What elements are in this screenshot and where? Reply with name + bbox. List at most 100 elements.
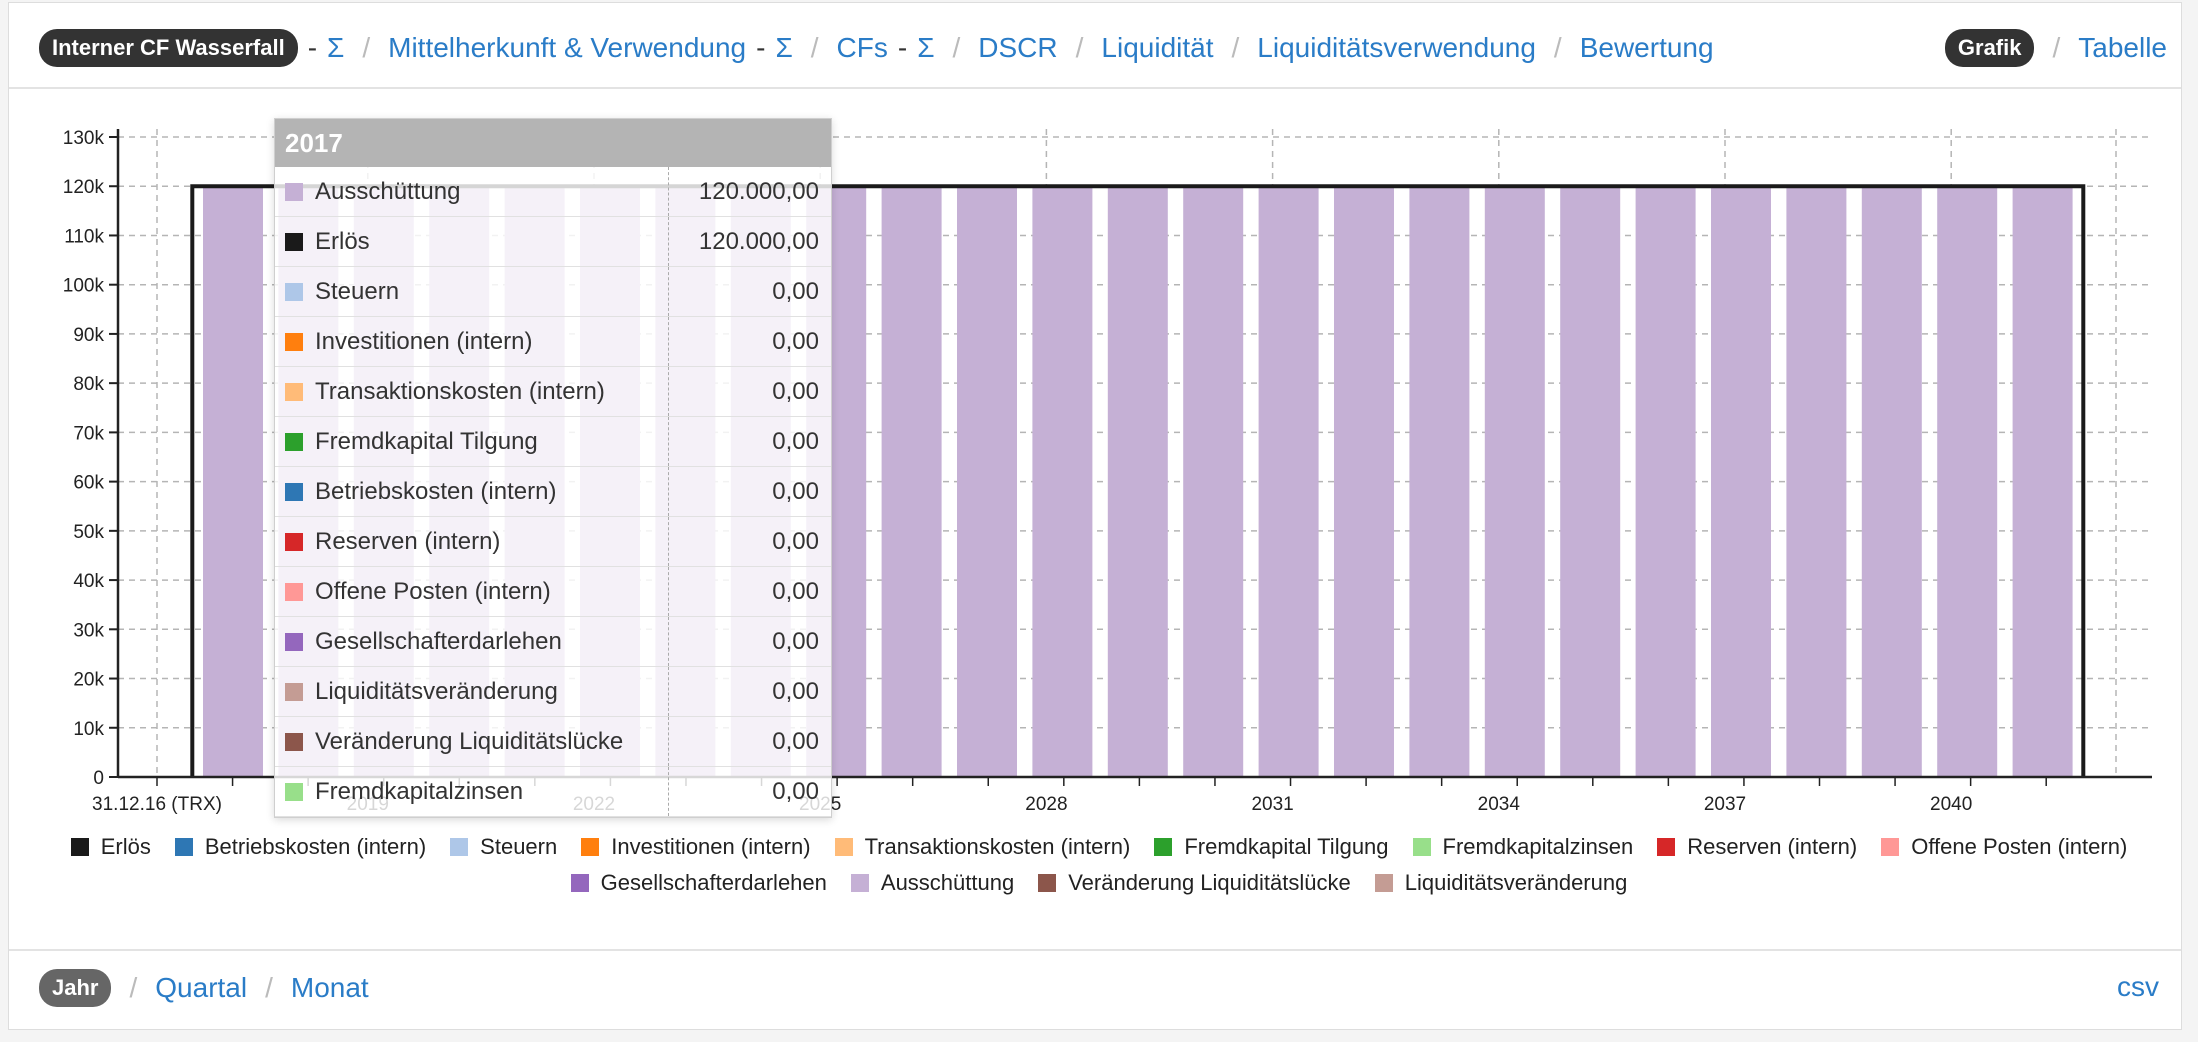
tooltip-series-name: Offene Posten (intern): [315, 577, 551, 605]
period-nav: Jahr / Quartal / Monat: [39, 969, 369, 1007]
legend-swatch: [1038, 874, 1057, 892]
tabelle-link[interactable]: Tabelle: [2078, 32, 2167, 63]
nav-mittelherkunft-verwendung[interactable]: Mittelherkunft & Verwendung: [388, 32, 747, 63]
bar-2030[interactable]: [1183, 186, 1244, 777]
bar-2027[interactable]: [957, 186, 1017, 777]
legend-label: Transaktionskosten (intern): [864, 834, 1131, 859]
period-quartal[interactable]: Quartal: [155, 972, 248, 1003]
tooltip-row: Fremdkapital Tilgung 0,00: [275, 416, 831, 467]
nav-interner-cf-wasserfall[interactable]: Interner CF Wasserfall: [39, 29, 298, 67]
legend-item-erloes[interactable]: Erlös: [70, 834, 151, 860]
tooltip-series-cell: Fremdkapital Tilgung: [275, 416, 669, 467]
legend-label: Gesellschafterdarlehen: [600, 870, 827, 895]
legend-label: Fremdkapital Tilgung: [1184, 834, 1389, 859]
bar-2029[interactable]: [1107, 186, 1168, 777]
period-monat[interactable]: Monat: [290, 972, 369, 1003]
legend-item-veraenderung-liquiditaetsluecke[interactable]: Veränderung Liquiditätslücke: [1038, 870, 1351, 896]
bar-2035[interactable]: [1560, 186, 1621, 777]
period-jahr[interactable]: Jahr: [39, 969, 112, 1007]
legend-item-ausschuettung[interactable]: Ausschüttung: [850, 870, 1014, 896]
legend-swatch: [1657, 838, 1676, 856]
legend-item-liquiditaetsveraenderung[interactable]: Liquiditätsveränderung: [1374, 870, 1628, 896]
tooltip-series-cell: Ausschüttung: [275, 167, 669, 217]
legend-swatch: [450, 838, 469, 856]
tooltip-row: Betriebskosten (intern) 0,00: [275, 466, 831, 517]
bar-2034[interactable]: [1484, 186, 1545, 777]
grafik-pill[interactable]: Grafik: [1944, 29, 2035, 67]
y-tick-label: 20k: [73, 670, 104, 691]
chart-legend-row2: Gesellschafterdarlehen Ausschüttung Veränd…: [0, 870, 2198, 896]
tooltip-value: 0,00: [668, 666, 831, 717]
nav-liquiditaet[interactable]: Liquidität: [1101, 32, 1214, 63]
legend-label: Offene Posten (intern): [1911, 834, 2128, 859]
bar-2037[interactable]: [1711, 186, 1771, 777]
y-tick-label: 110k: [64, 226, 104, 247]
chart-legend: Erlös Betriebskosten (intern) Steuern Inves…: [0, 834, 2198, 860]
legend-item-fremdkapitalzinsen[interactable]: Fremdkapitalzinsen: [1412, 834, 1633, 860]
nav-liquiditaetsverwendung[interactable]: Liquiditätsverwendung: [1257, 32, 1536, 63]
bar-2017[interactable]: [203, 186, 263, 777]
y-tick-label: 80k: [73, 374, 104, 395]
dash-separator: -: [307, 32, 318, 63]
tooltip-title: 2017: [275, 119, 831, 167]
legend-item-fremdkapital-tilgung[interactable]: Fremdkapital Tilgung: [1154, 834, 1389, 860]
legend-item-betriebskosten-intern[interactable]: Betriebskosten (intern): [174, 834, 426, 860]
bar-2036[interactable]: [1635, 186, 1696, 777]
legend-swatch: [834, 838, 853, 856]
legend-item-investitionen-intern[interactable]: Investitionen (intern): [581, 834, 811, 860]
legend-item-reserven-intern[interactable]: Reserven (intern): [1657, 834, 1857, 860]
bar-2026[interactable]: [881, 186, 942, 777]
chart-tooltip: 2017 Ausschüttung 120.000,00 Erlös 120.000,…: [274, 118, 832, 818]
nav-dscr[interactable]: DSCR: [978, 32, 1058, 63]
y-tick-label: 70k: [73, 423, 104, 444]
separator: /: [1075, 32, 1084, 63]
tooltip-value: 0,00: [668, 716, 831, 767]
bottom-navigation: Jahr / Quartal / Monat csv: [9, 949, 2181, 1029]
tooltip-value: 0,00: [668, 416, 831, 467]
tooltip-series-cell: Gesellschafterdarlehen: [275, 616, 669, 667]
bar-2039[interactable]: [1861, 186, 1922, 777]
bar-2033[interactable]: [1409, 186, 1470, 777]
bar-2031[interactable]: [1258, 186, 1319, 777]
bar-2028[interactable]: [1032, 186, 1093, 777]
sum-link[interactable]: Σ: [327, 32, 345, 63]
tooltip-value: 0,00: [668, 316, 831, 367]
tooltip-series-cell: Reserven (intern): [275, 516, 669, 567]
tooltip-series-name: Fremdkapitalzinsen: [315, 777, 524, 805]
tooltip-swatch: [285, 632, 303, 651]
tooltip-series-name: Gesellschafterdarlehen: [315, 627, 562, 655]
tooltip-series-cell: Liquiditätsveränderung: [275, 666, 669, 717]
tooltip-value: 0,00: [668, 266, 831, 317]
nav-cfs[interactable]: CFs: [836, 32, 888, 63]
legend-swatch: [570, 874, 589, 892]
separator: /: [1231, 32, 1240, 63]
y-tick-label: 0: [93, 768, 104, 789]
legend-item-gesellschafterdarlehen[interactable]: Gesellschafterdarlehen: [570, 870, 827, 896]
sum-link[interactable]: Σ: [917, 32, 935, 63]
bar-2032[interactable]: [1334, 186, 1394, 777]
tooltip-series-name: Liquiditätsveränderung: [315, 677, 558, 705]
csv-export-link[interactable]: csv: [2117, 971, 2159, 1002]
tooltip-series-name: Fremdkapital Tilgung: [315, 427, 538, 455]
tooltip-row: Offene Posten (intern) 0,00: [275, 566, 831, 617]
tooltip-row: Fremdkapitalzinsen 0,00: [275, 766, 831, 817]
bar-2040[interactable]: [1937, 186, 1998, 777]
nav-bewertung[interactable]: Bewertung: [1579, 32, 1714, 63]
legend-label: Liquiditätsveränderung: [1404, 870, 1628, 895]
legend-item-offene-posten-intern[interactable]: Offene Posten (intern): [1881, 834, 2127, 860]
legend-swatch: [1374, 874, 1393, 892]
legend-item-transaktionskosten-intern[interactable]: Transaktionskosten (intern): [834, 834, 1131, 860]
tooltip-swatch: [285, 732, 303, 751]
tooltip-row: Steuern 0,00: [275, 266, 831, 317]
legend-item-steuern[interactable]: Steuern: [450, 834, 557, 860]
tooltip-row: Gesellschafterdarlehen 0,00: [275, 616, 831, 667]
top-navigation: Interner CF Wasserfall - Σ / Mittelherkunft …: [9, 3, 2181, 89]
tooltip-swatch: [285, 582, 303, 601]
tooltip-series-name: Steuern: [315, 277, 400, 305]
x-tick-label: 2037: [1704, 794, 1746, 815]
separator: /: [2052, 32, 2061, 63]
sum-link[interactable]: Σ: [775, 32, 793, 63]
bar-2038[interactable]: [1786, 186, 1847, 777]
bar-2041[interactable]: [2012, 186, 2073, 777]
y-tick-label: 100k: [63, 276, 105, 297]
